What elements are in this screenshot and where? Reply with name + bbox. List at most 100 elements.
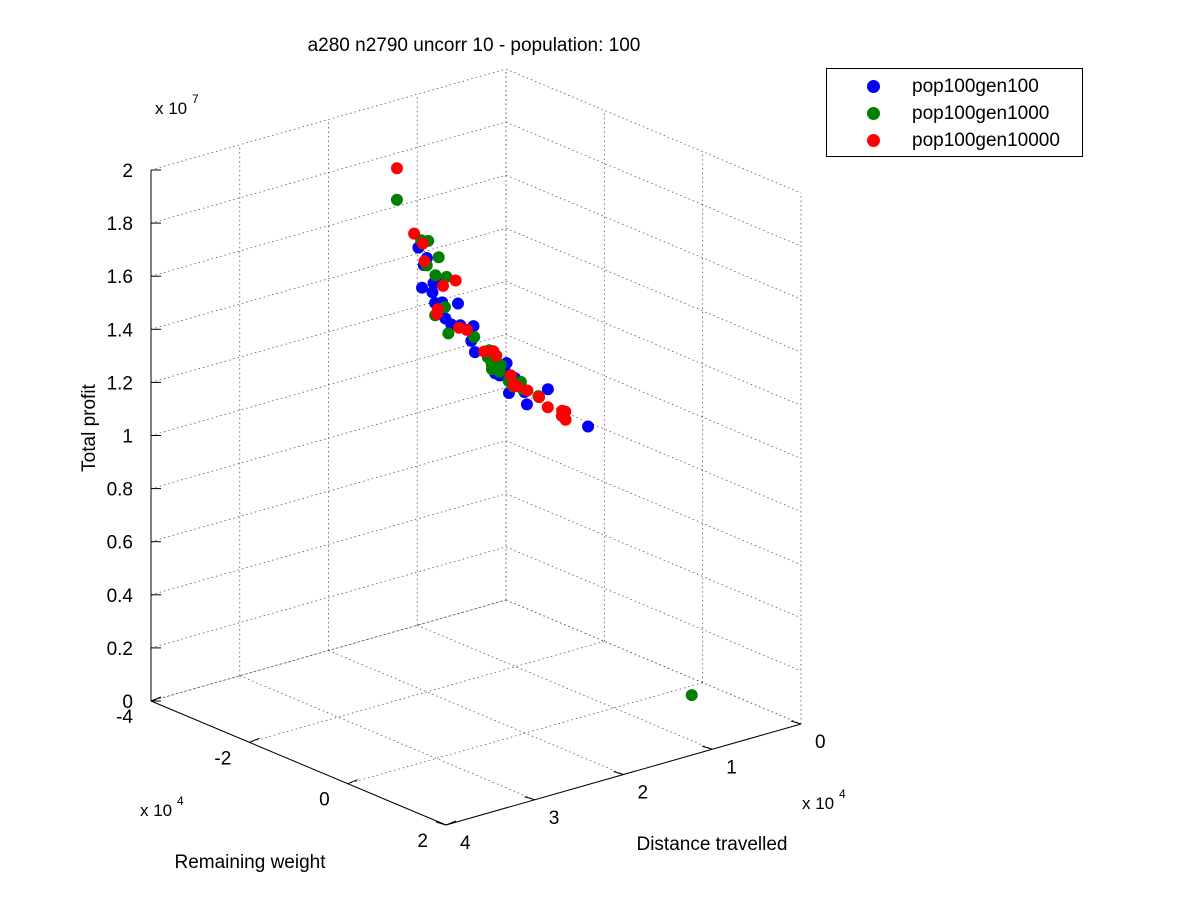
z-axis-label: Total profit (79, 383, 100, 471)
data-point-pop100gen10000 (430, 307, 443, 320)
data-point-pop100gen100 (468, 346, 481, 359)
data-point-pop100gen100 (451, 297, 464, 310)
axes-ticks: 0 0.2 0.4 0.6 0.8 1 1.2 1.4 1.6 1.8 2 -4 -2 0 2 0 1 2 3 4 (107, 161, 826, 854)
z-tick-label: 0.8 (107, 480, 133, 501)
axes-grid (150, 68, 802, 826)
z-tick-label: 0.2 (107, 639, 133, 660)
x-axis-label: Distance travelled (636, 834, 787, 855)
data-point-pop100gen1000 (390, 193, 403, 206)
x-tick-mark (702, 745, 713, 750)
data-points (390, 162, 698, 702)
legend-label: pop100gen1000 (912, 103, 1050, 124)
y-tick-label: -2 (214, 748, 231, 769)
z-axis-multiplier: x 10 7 (155, 92, 199, 118)
x-axis-multiplier: x 10 4 (802, 787, 846, 813)
data-point-pop100gen10000 (408, 227, 421, 240)
y-tick-mark (347, 779, 358, 785)
data-point-pop100gen100 (426, 286, 439, 299)
data-point-pop100gen1000 (685, 689, 698, 702)
grid-line-z (505, 599, 802, 725)
legend-label: pop100gen10000 (912, 130, 1060, 151)
grid-line-z (505, 174, 802, 300)
x-tick-mark (790, 720, 802, 725)
data-point-pop100gen10000 (490, 349, 503, 362)
y-tick-label: 2 (417, 831, 428, 852)
grid-line-z (505, 281, 802, 406)
data-point-pop100gen100 (541, 383, 554, 396)
data-point-pop100gen10000 (478, 345, 491, 358)
data-point-pop100gen10000 (555, 409, 568, 422)
data-point-pop100gen100 (416, 281, 429, 294)
z-tick-label: 0 (122, 692, 133, 713)
y-axis-multiplier: x 10 4 (140, 794, 184, 820)
svg-text:x 10: x 10 (155, 99, 187, 118)
x-tick-mark (524, 796, 535, 801)
legend-marker (867, 134, 880, 147)
y-tick-label: 0 (319, 790, 330, 811)
z-tick-label: 1.6 (107, 267, 133, 288)
grid-line-z (505, 387, 802, 512)
data-point-pop100gen10000 (541, 401, 554, 414)
x-tick-label: 0 (815, 732, 826, 753)
grid-line-z (150, 68, 507, 171)
data-point-pop100gen10000 (533, 391, 546, 404)
y-axis-label: Remaining weight (174, 852, 326, 873)
grid-line-x (505, 599, 802, 725)
svg-text:x 10: x 10 (802, 794, 834, 813)
grid-line-x (328, 650, 624, 775)
legend-entry-pop100gen1000: pop100gen1000 (827, 100, 1082, 128)
data-point-pop100gen10000 (511, 380, 524, 393)
grid-line-z (505, 334, 802, 459)
grid-line-z (150, 174, 507, 277)
legend-marker (867, 80, 880, 93)
grid-line-z (150, 546, 507, 649)
z-tick-label: 0.4 (107, 586, 134, 607)
z-tick-label: 1 (122, 427, 133, 448)
data-point-pop100gen10000 (418, 255, 431, 268)
y-tick-label: -4 (116, 707, 133, 728)
svg-text:4: 4 (177, 794, 184, 808)
grid-line-z (505, 493, 802, 619)
z-tick-label: 0.6 (107, 533, 133, 554)
data-point-pop100gen10000 (390, 162, 403, 175)
y-axis-line (150, 700, 447, 826)
grid-line-x (239, 675, 535, 801)
x-tick-mark (613, 771, 624, 775)
x-tick-label: 3 (549, 808, 560, 829)
data-point-pop100gen10000 (416, 237, 429, 250)
data-point-pop100gen1000 (432, 251, 445, 264)
z-tick-label: 1.2 (107, 373, 133, 394)
x-tick-label: 2 (638, 783, 649, 804)
grid-line-y (347, 682, 703, 785)
legend-label: pop100gen100 (912, 76, 1039, 97)
y-tick-mark (445, 820, 457, 826)
grid-line-z (505, 440, 802, 566)
legend-entry-pop100gen10000: pop100gen10000 (827, 127, 1082, 155)
z-tick-label: 1.8 (107, 214, 133, 235)
data-point-pop100gen1000 (493, 365, 506, 378)
svg-text:x 10: x 10 (140, 801, 172, 820)
data-point-pop100gen10000 (504, 369, 517, 382)
x-tick-mark (435, 821, 447, 826)
y-tick-mark (249, 737, 260, 743)
grid-line-z (505, 227, 802, 353)
grid-line-z (505, 121, 802, 247)
z-tick-label: 1.4 (107, 320, 134, 341)
data-point-pop100gen1000 (429, 269, 442, 282)
grid-line-z (150, 227, 507, 330)
data-point-pop100gen1000 (442, 327, 455, 340)
grid-line-z (150, 281, 507, 383)
grid-line-x (417, 624, 713, 750)
grid-line-z (150, 493, 507, 596)
chart-title: a280 n2790 uncorr 10 - population: 100 (308, 35, 641, 56)
data-point-pop100gen10000 (521, 384, 534, 397)
grid-line-z (505, 546, 802, 672)
legend-entry-pop100gen100: pop100gen100 (827, 73, 1082, 101)
grid-line-y (150, 599, 507, 702)
legend-marker (867, 107, 880, 120)
data-point-pop100gen1000 (440, 270, 453, 283)
x-tick-label: 4 (460, 833, 471, 854)
y-tick-mark (150, 696, 162, 702)
grid-line-y (249, 640, 605, 743)
